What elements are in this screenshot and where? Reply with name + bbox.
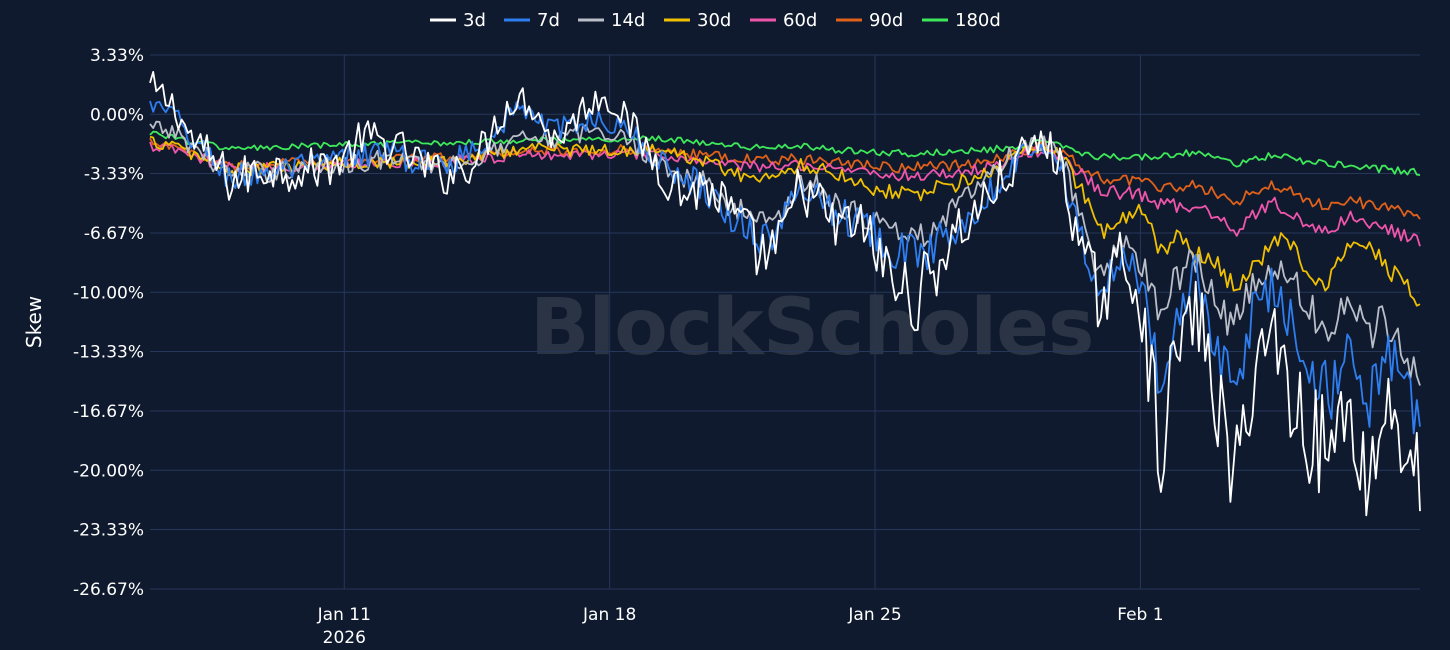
y-tick-label: -23.33% xyxy=(73,521,144,541)
y-tick-label: -3.33% xyxy=(84,165,144,185)
legend-label: 180d xyxy=(955,10,1001,31)
y-tick-label: 0.00% xyxy=(90,105,144,125)
legend-item-3d[interactable]: 3d xyxy=(430,10,486,31)
legend-label: 7d xyxy=(537,10,560,31)
y-tick-label: -16.67% xyxy=(73,402,144,422)
legend-label: 90d xyxy=(869,10,903,31)
y-tick-label: -13.33% xyxy=(73,343,144,363)
legend-label: 3d xyxy=(463,10,486,31)
legend-item-7d[interactable]: 7d xyxy=(504,10,560,31)
y-axis: 3.33% 0.00% -3.33% -6.67% -10.00% -13.33% -16.… xyxy=(73,46,144,600)
series-line-30d xyxy=(149,135,1421,307)
x-axis: Jan 11 2026 Jan 18 Jan 25 Feb 1 xyxy=(317,605,1164,648)
x-tick-label: Jan 18 xyxy=(582,605,636,625)
legend-item-180d[interactable]: 180d xyxy=(922,10,1001,31)
y-tick-label: 3.33% xyxy=(90,46,144,66)
x-tick-label: Jan 11 xyxy=(317,605,371,625)
y-tick-label: -10.00% xyxy=(73,283,144,303)
y-tick-label: -6.67% xyxy=(84,224,144,244)
legend-label: 60d xyxy=(783,10,817,31)
legend-item-30d[interactable]: 30d xyxy=(664,10,731,31)
watermark: BlockScholes xyxy=(530,283,1094,373)
legend-label: 14d xyxy=(611,10,645,31)
x-tick-label: Jan 25 xyxy=(847,605,901,625)
legend: 3d 7d 14d 30d 60d 90d 180d xyxy=(430,10,1001,31)
series-lines xyxy=(149,71,1421,517)
legend-item-60d[interactable]: 60d xyxy=(750,10,817,31)
x-tick-sublabel: 2026 xyxy=(323,628,366,648)
series-line-3d xyxy=(149,71,1421,517)
legend-item-90d[interactable]: 90d xyxy=(836,10,903,31)
series-line-14d xyxy=(149,120,1421,386)
legend-label: 30d xyxy=(697,10,731,31)
y-tick-label: -20.00% xyxy=(73,461,144,481)
y-tick-label: -26.67% xyxy=(73,580,144,600)
series-line-7d xyxy=(149,100,1421,435)
y-axis-title: Skew xyxy=(22,296,46,348)
watermark-text: BlockScholes xyxy=(530,283,1093,373)
legend-item-14d[interactable]: 14d xyxy=(578,10,645,31)
x-tick-label: Feb 1 xyxy=(1117,605,1163,625)
